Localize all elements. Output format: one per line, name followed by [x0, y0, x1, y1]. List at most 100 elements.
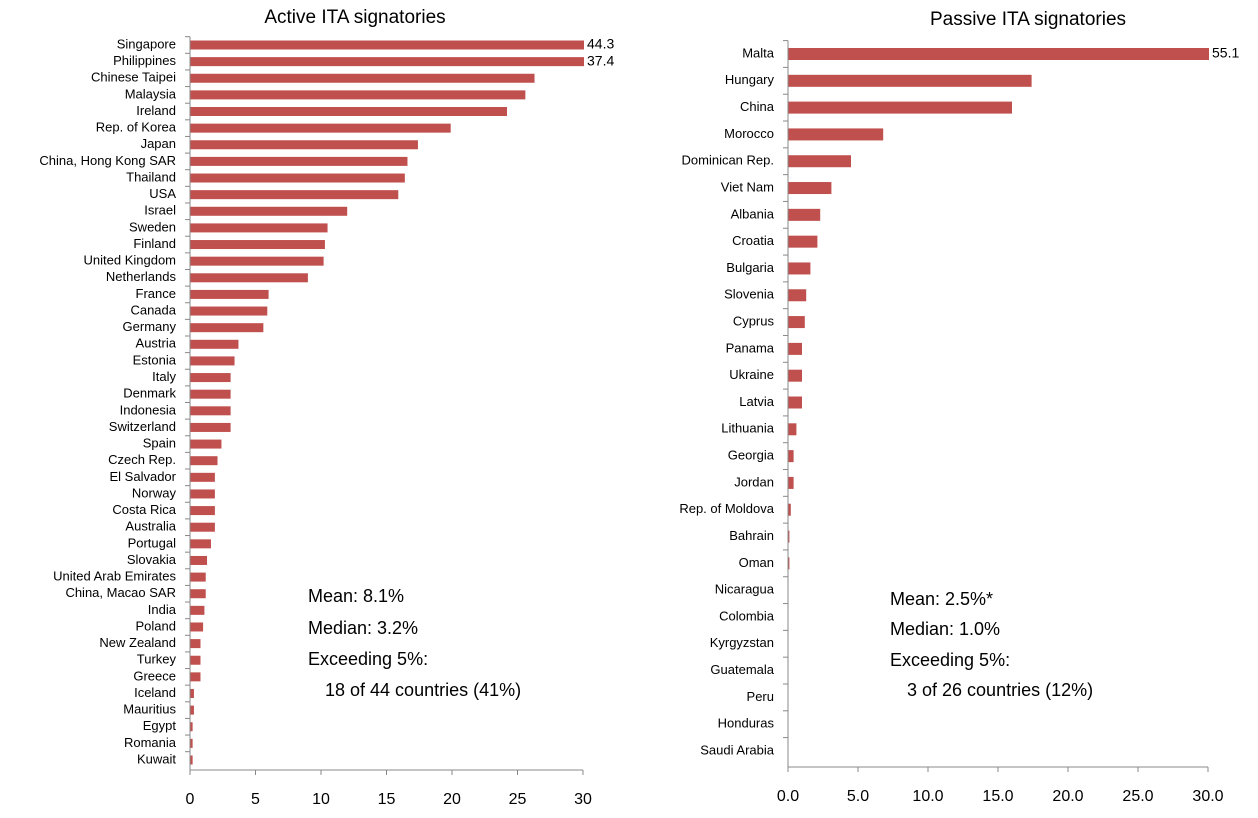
- category-label: Denmark: [123, 386, 176, 401]
- category-label: Netherlands: [106, 269, 177, 284]
- category-label: Peru: [747, 689, 774, 704]
- bar: [788, 476, 794, 489]
- bar: [190, 622, 204, 632]
- bar: [190, 506, 215, 516]
- chart-title: Passive ITA signatories: [930, 9, 1126, 30]
- bar: [190, 306, 268, 316]
- category-label: Slovakia: [127, 552, 177, 567]
- bar: [788, 74, 1032, 87]
- annotation: Exceeding 5%:: [890, 650, 1010, 670]
- bar: [190, 273, 308, 283]
- bar: [788, 530, 790, 543]
- annotation: Mean: 2.5%*: [890, 589, 993, 609]
- category-label: Dominican Rep.: [682, 153, 775, 168]
- bar: [190, 688, 194, 698]
- value-label: 44.3: [587, 36, 614, 52]
- category-label: Germany: [123, 319, 177, 334]
- category-label: Poland: [136, 618, 176, 633]
- bar: [190, 672, 201, 682]
- bar: [190, 722, 193, 732]
- category-label: Canada: [130, 302, 176, 317]
- bar: [190, 705, 194, 715]
- bar: [190, 522, 215, 532]
- category-label: Colombia: [719, 608, 775, 623]
- bar: [190, 206, 348, 216]
- category-label: Honduras: [718, 716, 775, 731]
- category-label: Austria: [136, 336, 177, 351]
- category-label: Kuwait: [137, 751, 176, 766]
- category-label: Estonia: [133, 352, 177, 367]
- category-label: Croatia: [732, 233, 775, 248]
- bar: [190, 489, 215, 499]
- bar: [190, 240, 325, 250]
- bar: [190, 589, 206, 599]
- category-label: Saudi Arabia: [700, 742, 774, 757]
- category-label: Czech Rep.: [108, 452, 176, 467]
- category-label: Georgia: [728, 448, 775, 463]
- bar: [190, 738, 193, 748]
- category-label: El Salvador: [110, 469, 177, 484]
- bar: [190, 655, 201, 665]
- bar: [190, 156, 408, 166]
- category-label: Greece: [133, 668, 176, 683]
- category-label: Ireland: [136, 103, 176, 118]
- category-label: Philippines: [113, 53, 176, 68]
- bar: [190, 323, 264, 333]
- category-label: Romania: [124, 735, 177, 750]
- bar: [190, 223, 328, 233]
- category-label: Viet Nam: [721, 179, 774, 194]
- x-tick-label: 30: [574, 791, 592, 808]
- bar: [190, 456, 218, 466]
- category-label: China, Hong Kong SAR: [39, 153, 176, 168]
- category-label: United Kingdom: [84, 253, 177, 268]
- bar: [190, 173, 405, 183]
- x-tick-label: 30.0: [1192, 788, 1223, 805]
- category-label: Lithuania: [721, 421, 775, 436]
- bar: [190, 90, 526, 100]
- bar: [788, 155, 851, 168]
- category-label: Spain: [143, 436, 176, 451]
- bar: [788, 450, 794, 463]
- bar: [788, 262, 811, 275]
- bar: [190, 572, 206, 582]
- category-label: Norway: [132, 485, 177, 500]
- bar: [190, 755, 193, 765]
- x-tick-label: 0.0: [777, 788, 799, 805]
- category-label: Australia: [125, 519, 176, 534]
- bar: [190, 389, 231, 399]
- x-tick-label: 15: [378, 791, 396, 808]
- bar: [788, 369, 802, 382]
- category-label: Thailand: [126, 169, 176, 184]
- category-label: Slovenia: [724, 287, 775, 302]
- bar: [788, 557, 790, 570]
- category-label: China, Macao SAR: [65, 585, 176, 600]
- x-tick-label: 10.0: [912, 788, 943, 805]
- category-label: USA: [149, 186, 176, 201]
- bar: [190, 140, 418, 150]
- annotation: Median: 3.2%: [308, 618, 418, 638]
- category-label: Kyrgyzstan: [710, 635, 774, 650]
- bar: [190, 605, 205, 615]
- category-label: Chinese Taipei: [91, 70, 176, 85]
- bar: [190, 439, 222, 449]
- category-label: Ukraine: [729, 367, 774, 382]
- bar: [190, 422, 231, 432]
- x-tick-label: 20: [443, 791, 461, 808]
- category-label: Rep. of Korea: [96, 120, 177, 135]
- category-label: Italy: [152, 369, 176, 384]
- bar: [190, 356, 235, 366]
- category-label: Nicaragua: [715, 582, 775, 597]
- bar: [788, 423, 797, 436]
- bar: [190, 373, 231, 383]
- category-label: Malaysia: [125, 86, 177, 101]
- category-label: Israel: [144, 203, 176, 218]
- category-label: Sweden: [129, 219, 176, 234]
- bar: [190, 339, 239, 349]
- category-label: Rep. of Moldova: [679, 501, 774, 516]
- x-tick-label: 15.0: [982, 788, 1013, 805]
- x-tick-label: 0: [186, 791, 195, 808]
- category-label: Switzerland: [109, 419, 176, 434]
- category-label: Bulgaria: [726, 260, 774, 275]
- bar: [190, 555, 208, 565]
